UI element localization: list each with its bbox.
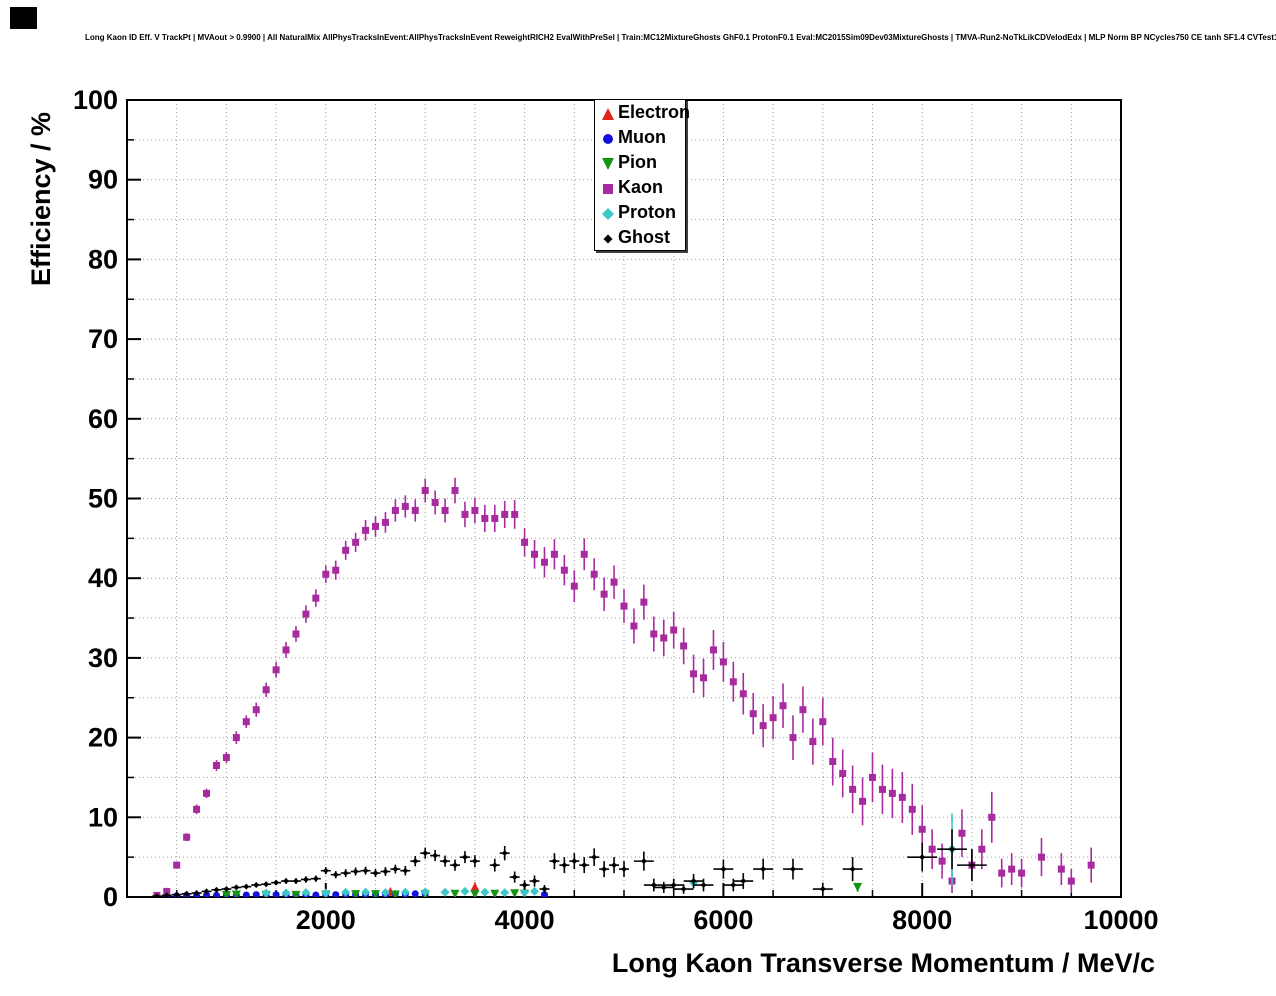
x-tick-label: 8000 bbox=[892, 905, 952, 935]
legend-entry-kaon: Kaon bbox=[595, 175, 685, 200]
title-pad-corner-box bbox=[10, 7, 37, 29]
x-axis-title: Long Kaon Transverse Momentum / MeV/c bbox=[611, 948, 1155, 978]
x-tick-label: 4000 bbox=[495, 905, 555, 935]
kaon-marker-icon bbox=[603, 183, 613, 194]
series-proton bbox=[261, 813, 957, 897]
axis-ticks: 2000 4000 6000 8000 10000 0 10 20 30 40 50 60 70 80 90… bbox=[73, 85, 1159, 935]
y-tick-label: 10 bbox=[88, 802, 118, 832]
y-tick-label: 50 bbox=[88, 484, 118, 514]
legend-label: Muon bbox=[618, 127, 666, 147]
x-tick-label: 2000 bbox=[296, 905, 356, 935]
x-tick-label: 10000 bbox=[1083, 905, 1158, 935]
ghost-marker-icon bbox=[603, 234, 613, 243]
legend: Electron Muon Pion Kaon Proton Ghost bbox=[594, 99, 690, 251]
legend-entry-proton: Proton bbox=[595, 200, 685, 225]
legend-entry-electron: Electron bbox=[595, 100, 690, 125]
y-tick-label: 100 bbox=[73, 85, 118, 115]
y-tick-label: 30 bbox=[88, 643, 118, 673]
y-tick-label: 60 bbox=[88, 404, 118, 434]
legend-label: Proton bbox=[618, 202, 676, 222]
gridlines bbox=[127, 100, 1121, 897]
legend-label: Kaon bbox=[618, 177, 663, 197]
x-tick-label: 6000 bbox=[693, 905, 753, 935]
muon-marker-icon bbox=[603, 133, 613, 144]
y-tick-label: 0 bbox=[103, 882, 118, 912]
y-tick-label: 90 bbox=[88, 165, 118, 195]
pion-marker-icon bbox=[602, 157, 614, 170]
legend-label: Ghost bbox=[618, 227, 670, 247]
legend-entry-ghost: Ghost bbox=[595, 225, 685, 250]
y-tick-label: 20 bbox=[88, 723, 118, 753]
legend-label: Electron bbox=[618, 102, 691, 122]
legend-entry-pion: Pion bbox=[595, 150, 685, 175]
electron-marker-icon bbox=[602, 107, 614, 120]
y-tick-label: 40 bbox=[88, 563, 118, 593]
y-axis-title: Efficiency / % bbox=[26, 111, 56, 286]
legend-entry-muon: Muon bbox=[595, 125, 685, 150]
legend-label: Pion bbox=[618, 152, 657, 172]
y-tick-label: 80 bbox=[88, 244, 118, 274]
y-tick-label: 70 bbox=[88, 324, 118, 354]
proton-marker-icon bbox=[602, 207, 614, 220]
series-ghost bbox=[151, 829, 987, 897]
plot-title: Long Kaon ID Eff. V TrackPt | MVAout > 0… bbox=[85, 33, 1276, 42]
